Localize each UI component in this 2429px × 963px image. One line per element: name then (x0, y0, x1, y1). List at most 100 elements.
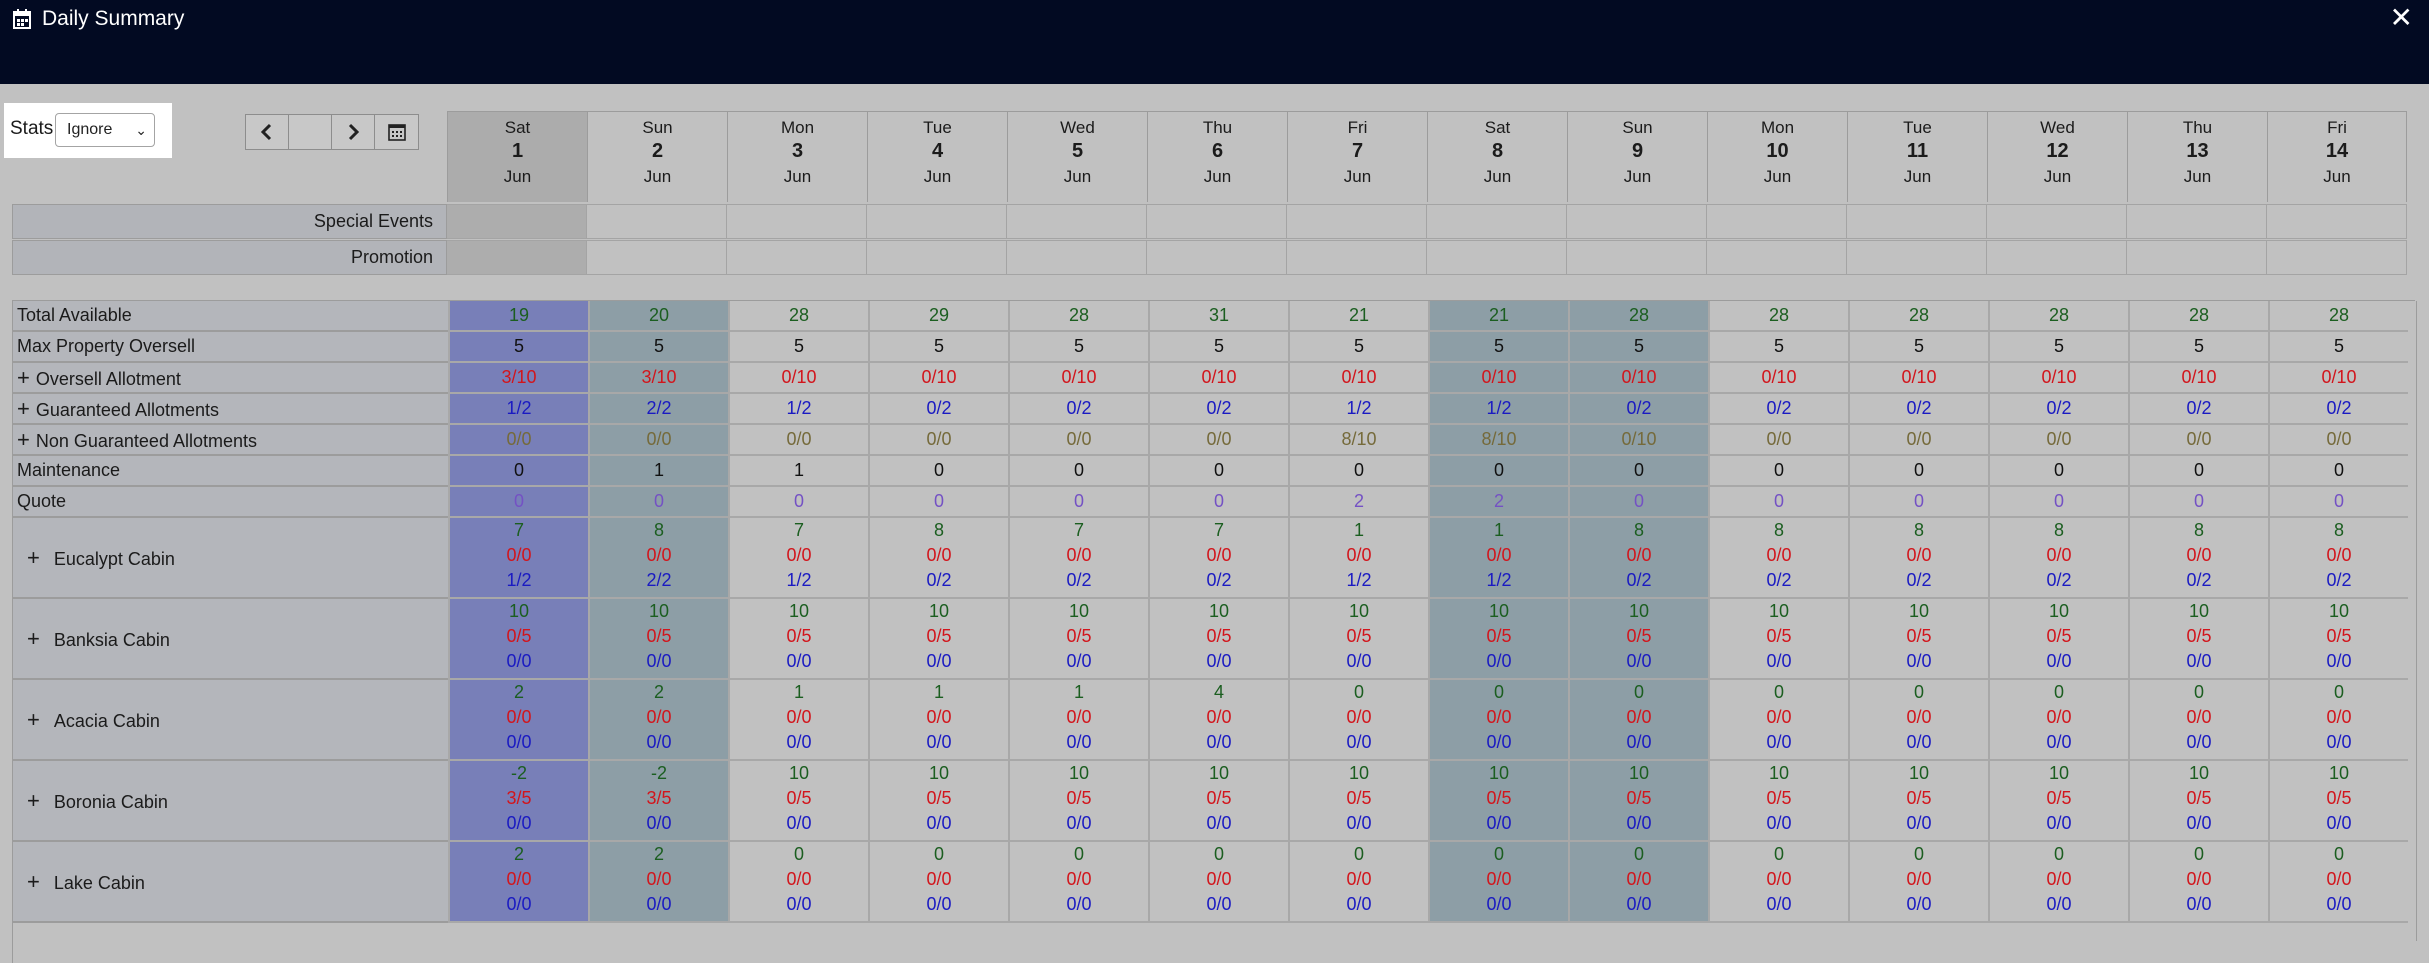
value-cell[interactable]: 5 (1148, 332, 1288, 363)
value-cell[interactable]: 0 (1988, 456, 2128, 487)
value-cell[interactable]: 0 (1708, 456, 1848, 487)
room-cell[interactable]: 0 0/0 0/0 (1708, 680, 1848, 761)
room-cell[interactable]: 10 0/5 0/0 (2128, 599, 2268, 680)
value-cell[interactable]: 28 (1848, 301, 1988, 332)
expand-icon[interactable]: + (27, 626, 40, 651)
event-cell[interactable] (1287, 204, 1427, 239)
value-cell[interactable]: 21 (1288, 301, 1428, 332)
event-cell[interactable] (587, 240, 727, 275)
value-cell[interactable]: 5 (1848, 332, 1988, 363)
room-cell[interactable]: 0 0/0 0/0 (1708, 842, 1848, 923)
event-cell[interactable] (1567, 204, 1707, 239)
value-cell[interactable]: 0 (868, 487, 1008, 518)
date-column-header[interactable]: Sun 9 Jun (1567, 111, 1707, 202)
value-cell[interactable]: 0/0 (1148, 425, 1288, 456)
value-cell[interactable]: 0/10 (1568, 425, 1708, 456)
event-cell[interactable] (727, 204, 867, 239)
value-cell[interactable]: 1/2 (448, 394, 588, 425)
room-cell[interactable]: 10 0/5 0/0 (1428, 761, 1568, 842)
room-cell[interactable]: -2 3/5 0/0 (448, 761, 588, 842)
calendar-button[interactable] (375, 115, 418, 149)
room-cell[interactable]: 0 0/0 0/0 (1428, 680, 1568, 761)
event-cell[interactable] (447, 204, 587, 239)
date-column-header[interactable]: Fri 7 Jun (1287, 111, 1427, 202)
value-cell[interactable]: 0/10 (2268, 363, 2408, 394)
event-cell[interactable] (727, 240, 867, 275)
room-cell[interactable]: 10 0/5 0/0 (1848, 599, 1988, 680)
value-cell[interactable]: 0 (728, 487, 868, 518)
room-cell[interactable]: 10 0/5 0/0 (1008, 599, 1148, 680)
value-cell[interactable]: 0/10 (2128, 363, 2268, 394)
value-cell[interactable]: 31 (1148, 301, 1288, 332)
date-column-header[interactable]: Sat 8 Jun (1427, 111, 1567, 202)
event-cell[interactable] (1147, 204, 1287, 239)
value-cell[interactable]: 0/2 (1568, 394, 1708, 425)
value-cell[interactable]: 0/0 (868, 425, 1008, 456)
room-cell[interactable]: 10 0/5 0/0 (1988, 761, 2128, 842)
room-cell[interactable]: 10 0/5 0/0 (1708, 599, 1848, 680)
value-cell[interactable]: 0 (448, 456, 588, 487)
value-cell[interactable]: 0/2 (2268, 394, 2408, 425)
row-label[interactable]: + Non Guaranteed Allotments (13, 425, 448, 456)
room-cell[interactable]: 1 0/0 0/0 (1008, 680, 1148, 761)
event-cell[interactable] (1427, 240, 1567, 275)
value-cell[interactable]: 2/2 (588, 394, 728, 425)
value-cell[interactable]: 28 (1988, 301, 2128, 332)
event-cell[interactable] (2267, 204, 2407, 239)
event-cell[interactable] (1987, 204, 2127, 239)
expand-icon[interactable]: + (27, 869, 40, 894)
room-cell[interactable]: 8 0/0 0/2 (1708, 518, 1848, 599)
value-cell[interactable]: 8/10 (1428, 425, 1568, 456)
row-label[interactable]: + Guaranteed Allotments (13, 394, 448, 425)
value-cell[interactable]: 0 (448, 487, 588, 518)
value-cell[interactable]: 0/0 (1708, 425, 1848, 456)
room-cell[interactable]: 7 0/0 1/2 (448, 518, 588, 599)
value-cell[interactable]: 0 (1288, 456, 1428, 487)
value-cell[interactable]: 1/2 (728, 394, 868, 425)
expand-icon[interactable]: + (17, 365, 30, 390)
value-cell[interactable]: 0 (1988, 487, 2128, 518)
room-cell[interactable]: 8 0/0 0/2 (2268, 518, 2408, 599)
value-cell[interactable]: 28 (1708, 301, 1848, 332)
value-cell[interactable]: 0 (2128, 487, 2268, 518)
value-cell[interactable]: 1/2 (1428, 394, 1568, 425)
value-cell[interactable]: 28 (728, 301, 868, 332)
value-cell[interactable]: 0 (1568, 456, 1708, 487)
room-cell[interactable]: 0 0/0 0/0 (2268, 842, 2408, 923)
date-column-header[interactable]: Wed 5 Jun (1007, 111, 1147, 202)
room-label[interactable]: + Acacia Cabin (13, 680, 448, 761)
value-cell[interactable]: 21 (1428, 301, 1568, 332)
event-cell[interactable] (2127, 204, 2267, 239)
date-column-header[interactable]: Mon 10 Jun (1707, 111, 1847, 202)
room-cell[interactable]: 10 0/5 0/0 (728, 761, 868, 842)
room-label[interactable]: + Eucalypt Cabin (13, 518, 448, 599)
value-cell[interactable]: 0/0 (1988, 425, 2128, 456)
room-label[interactable]: + Boronia Cabin (13, 761, 448, 842)
date-column-header[interactable]: Tue 4 Jun (867, 111, 1007, 202)
room-cell[interactable]: 2 0/0 0/0 (448, 842, 588, 923)
room-cell[interactable]: 10 0/5 0/0 (1288, 761, 1428, 842)
room-cell[interactable]: 0 0/0 0/0 (2128, 680, 2268, 761)
expand-icon[interactable]: + (17, 396, 30, 421)
room-cell[interactable]: 10 0/5 0/0 (2128, 761, 2268, 842)
value-cell[interactable]: 0/2 (1008, 394, 1148, 425)
value-cell[interactable]: 0 (588, 487, 728, 518)
room-cell[interactable]: 8 0/0 0/2 (1988, 518, 2128, 599)
event-cell[interactable] (1567, 240, 1707, 275)
value-cell[interactable]: 0/2 (1148, 394, 1288, 425)
room-cell[interactable]: 2 0/0 0/0 (588, 680, 728, 761)
next-button[interactable] (332, 115, 375, 149)
expand-icon[interactable]: + (27, 788, 40, 813)
value-cell[interactable]: 1/2 (1288, 394, 1428, 425)
value-cell[interactable]: 0 (1148, 456, 1288, 487)
value-cell[interactable]: 0/10 (1428, 363, 1568, 394)
value-cell[interactable]: 19 (448, 301, 588, 332)
value-cell[interactable]: 0/10 (1288, 363, 1428, 394)
value-cell[interactable]: 8/10 (1288, 425, 1428, 456)
value-cell[interactable]: 0 (1428, 456, 1568, 487)
value-cell[interactable]: 0/0 (1848, 425, 1988, 456)
date-column-header[interactable]: Fri 14 Jun (2267, 111, 2407, 202)
expand-icon[interactable]: + (17, 427, 30, 452)
room-cell[interactable]: 10 0/5 0/0 (868, 761, 1008, 842)
date-column-header[interactable]: Tue 11 Jun (1847, 111, 1987, 202)
